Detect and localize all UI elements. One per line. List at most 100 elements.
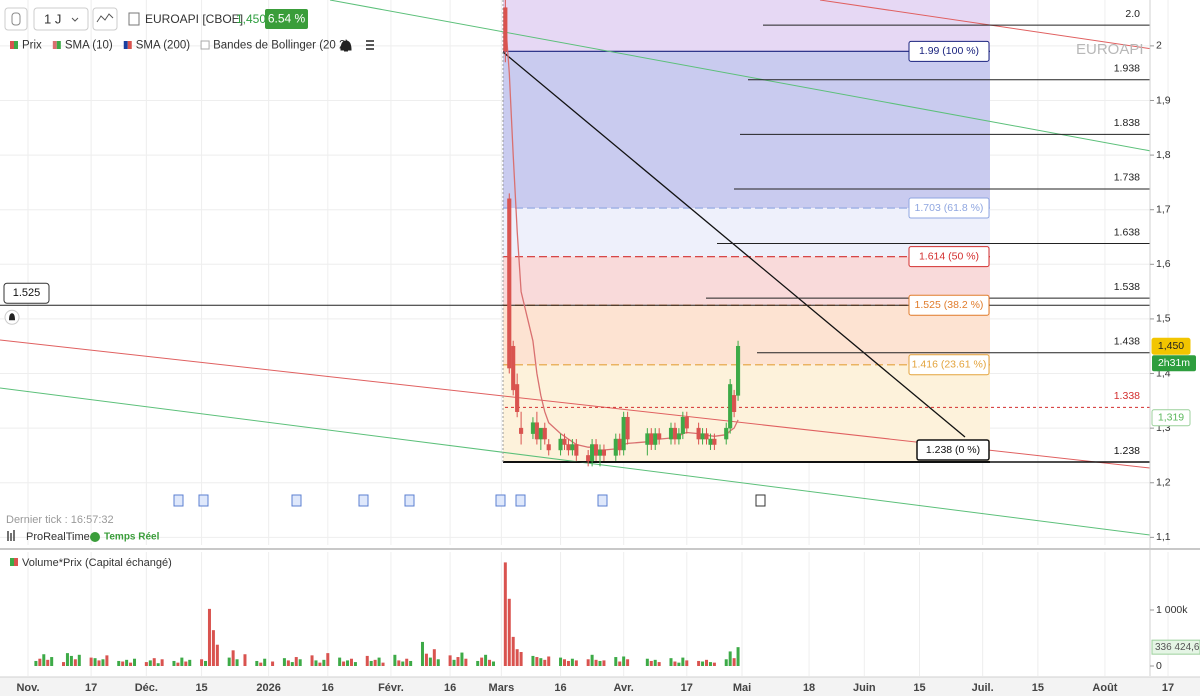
candle-body — [684, 416, 689, 429]
candle-body — [574, 444, 579, 456]
volume-bar — [353, 662, 357, 666]
candle-body — [601, 449, 606, 456]
info-icon[interactable] — [755, 494, 766, 507]
legend-label: Prix — [22, 40, 42, 52]
alert-icon[interactable] — [340, 40, 352, 52]
y-tick-label: 1,2 — [1156, 477, 1171, 489]
x-tick-label: 17 — [681, 682, 693, 694]
legend: Prix SMA (10) SMA (200) Bandes de Bollinger… — [10, 40, 349, 52]
last-value-tag — [1151, 639, 1200, 655]
x-tick-label: Mai — [733, 682, 751, 694]
candle-body — [649, 433, 654, 445]
y-tick-label: 2 — [1156, 40, 1162, 52]
legend-swatch — [10, 41, 14, 49]
event-icon[interactable] — [597, 494, 608, 507]
symbol[interactable]: EUROAPI [CBOE] — [145, 12, 243, 26]
price-pane: 1.99 (100 %) 1.703 (61.8 %) 1.614 (50 %) 1.… — [0, 0, 1150, 536]
candle-body — [645, 433, 650, 445]
candle-body — [507, 198, 512, 369]
volume-bar — [452, 659, 456, 666]
volume-bar — [105, 655, 109, 666]
event-icon[interactable] — [404, 494, 415, 507]
volume-bar — [381, 662, 385, 666]
fib-zone — [503, 305, 990, 365]
event-icon[interactable] — [198, 494, 209, 507]
candle-body — [515, 384, 520, 413]
volume-bar — [148, 660, 152, 666]
volume-bar — [484, 654, 488, 666]
volume-bar — [547, 656, 551, 666]
candle-body — [708, 438, 713, 445]
last-price: 1,450 — [236, 12, 266, 26]
level-label: 1.938 — [1114, 63, 1140, 75]
candle-body — [613, 438, 618, 456]
volume-bar — [211, 630, 215, 666]
volume-bar — [231, 650, 235, 666]
x-tick-label: 17 — [85, 682, 97, 694]
level-label: 1.738 — [1114, 172, 1140, 184]
price-tag — [1151, 337, 1191, 355]
price-tag — [1151, 409, 1191, 427]
x-tick-label: 16 — [554, 682, 566, 694]
icon — [96, 13, 114, 23]
fib-label-box — [908, 197, 990, 219]
icon — [128, 12, 140, 26]
candle-body — [680, 416, 685, 434]
legend-label: SMA (10) — [65, 40, 113, 52]
candle-body — [566, 444, 571, 451]
volume-bar — [318, 662, 322, 666]
volume-pane — [34, 562, 740, 666]
volume-bar — [736, 647, 740, 666]
fib-label-box — [908, 246, 990, 268]
event-icon[interactable] — [515, 494, 526, 507]
volume-bar — [62, 662, 66, 666]
level-label: 1.638 — [1114, 226, 1140, 238]
volume-bar — [669, 658, 673, 666]
legend-swatch — [200, 40, 210, 50]
volume-bar — [286, 660, 290, 666]
volume-bar — [420, 641, 424, 666]
volume-bar — [503, 562, 507, 666]
candle-body — [594, 444, 599, 456]
menu-button[interactable] — [4, 7, 28, 31]
volume-bar — [322, 659, 326, 666]
fib-labels: 1.99 (100 %) 1.703 (61.8 %) 1.614 (50 %) 1.… — [908, 40, 990, 461]
price-tag-label: 1,450 — [1158, 340, 1184, 352]
y-tick-label: 1,5 — [1156, 313, 1171, 325]
volume-bar — [298, 659, 302, 666]
legend-swatch — [56, 41, 61, 49]
event-icon[interactable] — [291, 494, 302, 507]
volume-bar — [207, 608, 211, 666]
candle-body — [700, 433, 705, 440]
volume-bar — [618, 661, 622, 666]
event-icon[interactable] — [495, 494, 506, 507]
level-label: 1.438 — [1114, 336, 1140, 348]
volume-bar — [456, 657, 460, 666]
volume-bar — [65, 653, 69, 666]
volume-bar — [645, 658, 649, 666]
y-tick-label: 1,1 — [1156, 531, 1171, 543]
level-label: 1.838 — [1114, 117, 1140, 129]
volume-bar — [519, 652, 523, 666]
interval-select[interactable] — [33, 7, 89, 31]
volume-bar — [101, 659, 105, 666]
x-tick-label: 18 — [803, 682, 815, 694]
volume-bar — [314, 660, 318, 666]
volume-bar — [562, 659, 566, 666]
candle-body — [728, 384, 733, 429]
change-badge — [265, 9, 308, 29]
candle-body — [586, 455, 591, 462]
event-icon[interactable] — [173, 494, 184, 507]
volume-bar — [46, 659, 50, 666]
candle-body — [562, 438, 567, 445]
volume-bar — [243, 654, 247, 666]
candle-body — [668, 427, 674, 440]
volume-bar — [586, 659, 590, 666]
event-icon[interactable] — [358, 494, 369, 507]
chart-type-button[interactable] — [92, 7, 118, 31]
volume-bar — [342, 661, 346, 666]
list-icon[interactable] — [366, 40, 374, 50]
candle-body — [712, 438, 717, 445]
volume-bar — [38, 658, 42, 666]
